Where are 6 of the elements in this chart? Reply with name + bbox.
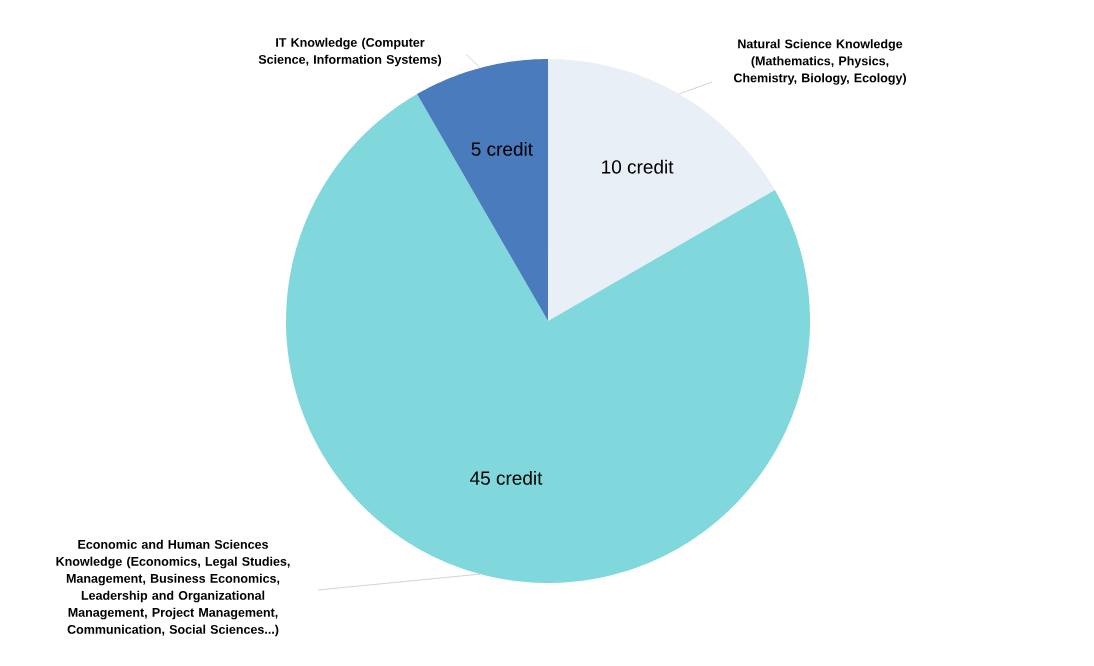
slice-label: Economic and Human Sciences Knowledge (Economics, Legal Studies, Management, Business Economics, Leadership and Organizational Management, Project Management, Communication, Social Sciences...) xyxy=(56,539,290,637)
slice-label: IT Knowledge (Computer Science, Information Systems) xyxy=(258,37,442,67)
slice-label: Natural Science Knowledge (Mathematics, Physics, Chemistry, Biology, Ecology) xyxy=(733,39,906,85)
data-label: 45 credit xyxy=(470,470,543,485)
data-label: 5 credit xyxy=(471,141,533,156)
data-label: 10 credit xyxy=(602,159,674,174)
